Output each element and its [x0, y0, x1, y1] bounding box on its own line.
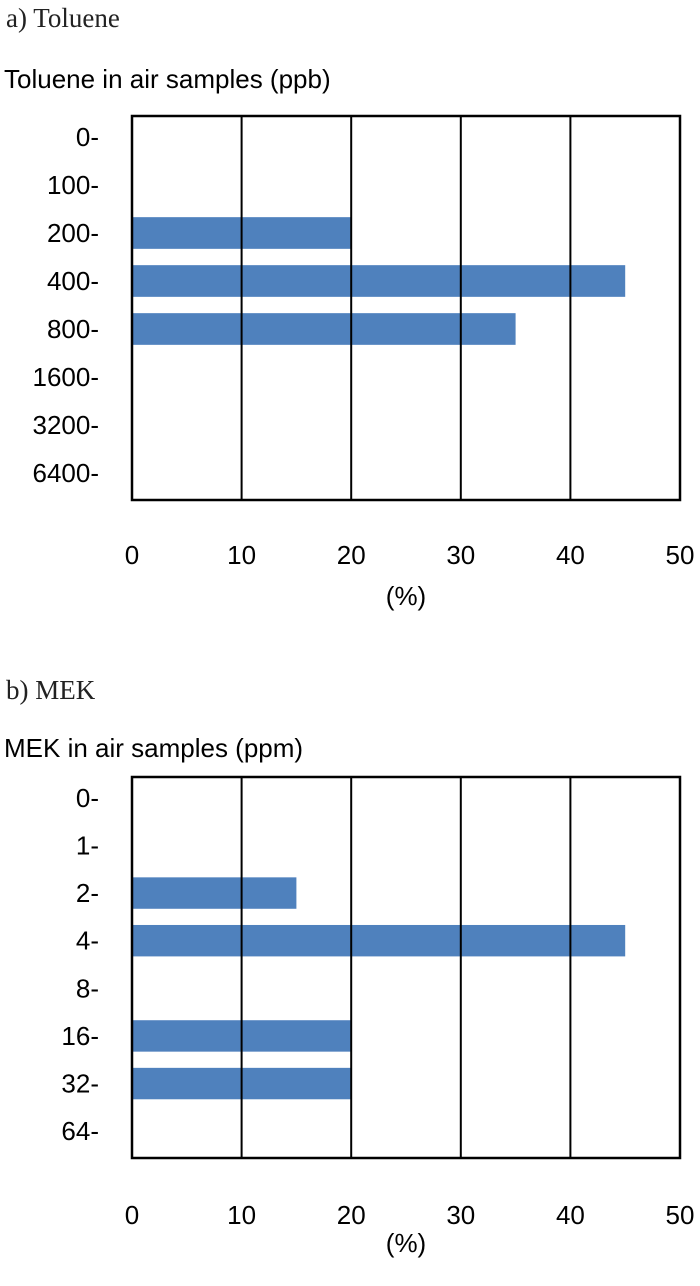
x-tick-label: 30: [446, 1200, 475, 1230]
y-tick-label: 100-: [47, 170, 99, 200]
x-tick-label: 40: [556, 540, 585, 570]
x-tick-label: 0: [125, 1200, 139, 1230]
y-tick-label: 3200-: [33, 410, 100, 440]
y-tick-label: 1600-: [33, 362, 100, 392]
x-axis-label-a: (%): [386, 581, 426, 611]
y-tick-label: 400-: [47, 266, 99, 296]
y-tick-label: 64-: [61, 1116, 99, 1146]
x-tick-label: 50: [666, 1200, 695, 1230]
plot-border: [130, 775, 682, 1160]
y-tick-label: 0-: [76, 122, 99, 152]
x-tick-label: 10: [227, 1200, 256, 1230]
x-tick-label: 20: [337, 540, 366, 570]
y-tick-label: 0-: [76, 783, 99, 813]
panel-label-a: a) Toluene: [6, 3, 120, 33]
y-tick-label: 16-: [61, 1021, 99, 1051]
plot-area-b: 0 10 20 30 40 50 0- 1- 2- 4- 8- 16- 32- 64-: [61, 775, 695, 1230]
x-tick-label: 10: [227, 540, 256, 570]
x-tick-label: 30: [446, 540, 475, 570]
x-tick-label: 20: [337, 1200, 366, 1230]
plot-area-a: 0 10 20 30 40 50 0- 100- 200- 400- 800- 1600- 3200- 6…: [33, 114, 695, 570]
bar-2: [132, 877, 297, 909]
y-tick-label: 2-: [76, 878, 99, 908]
x-tick-label: 50: [666, 540, 695, 570]
x-tick-label: 0: [125, 540, 139, 570]
y-tick-label: 800-: [47, 314, 99, 344]
y-tick-label: 8-: [76, 973, 99, 1003]
x-axis-label-b: (%): [386, 1228, 426, 1258]
bar-800: [132, 313, 516, 345]
bar-400: [132, 265, 626, 297]
chart-title-a: Toluene in air samples (ppb): [4, 64, 331, 94]
y-tick-label: 32-: [61, 1069, 99, 1099]
y-tick-label: 4-: [76, 926, 99, 956]
y-tick-label: 200-: [47, 218, 99, 248]
chart-title-b: MEK in air samples (ppm): [4, 733, 303, 763]
panel-label-b: b) MEK: [6, 675, 96, 705]
x-tick-label: 40: [556, 1200, 585, 1230]
y-tick-label: 6400-: [33, 458, 100, 488]
y-tick-label: 1-: [76, 830, 99, 860]
bar-4: [132, 924, 626, 957]
plot-border: [130, 114, 682, 502]
